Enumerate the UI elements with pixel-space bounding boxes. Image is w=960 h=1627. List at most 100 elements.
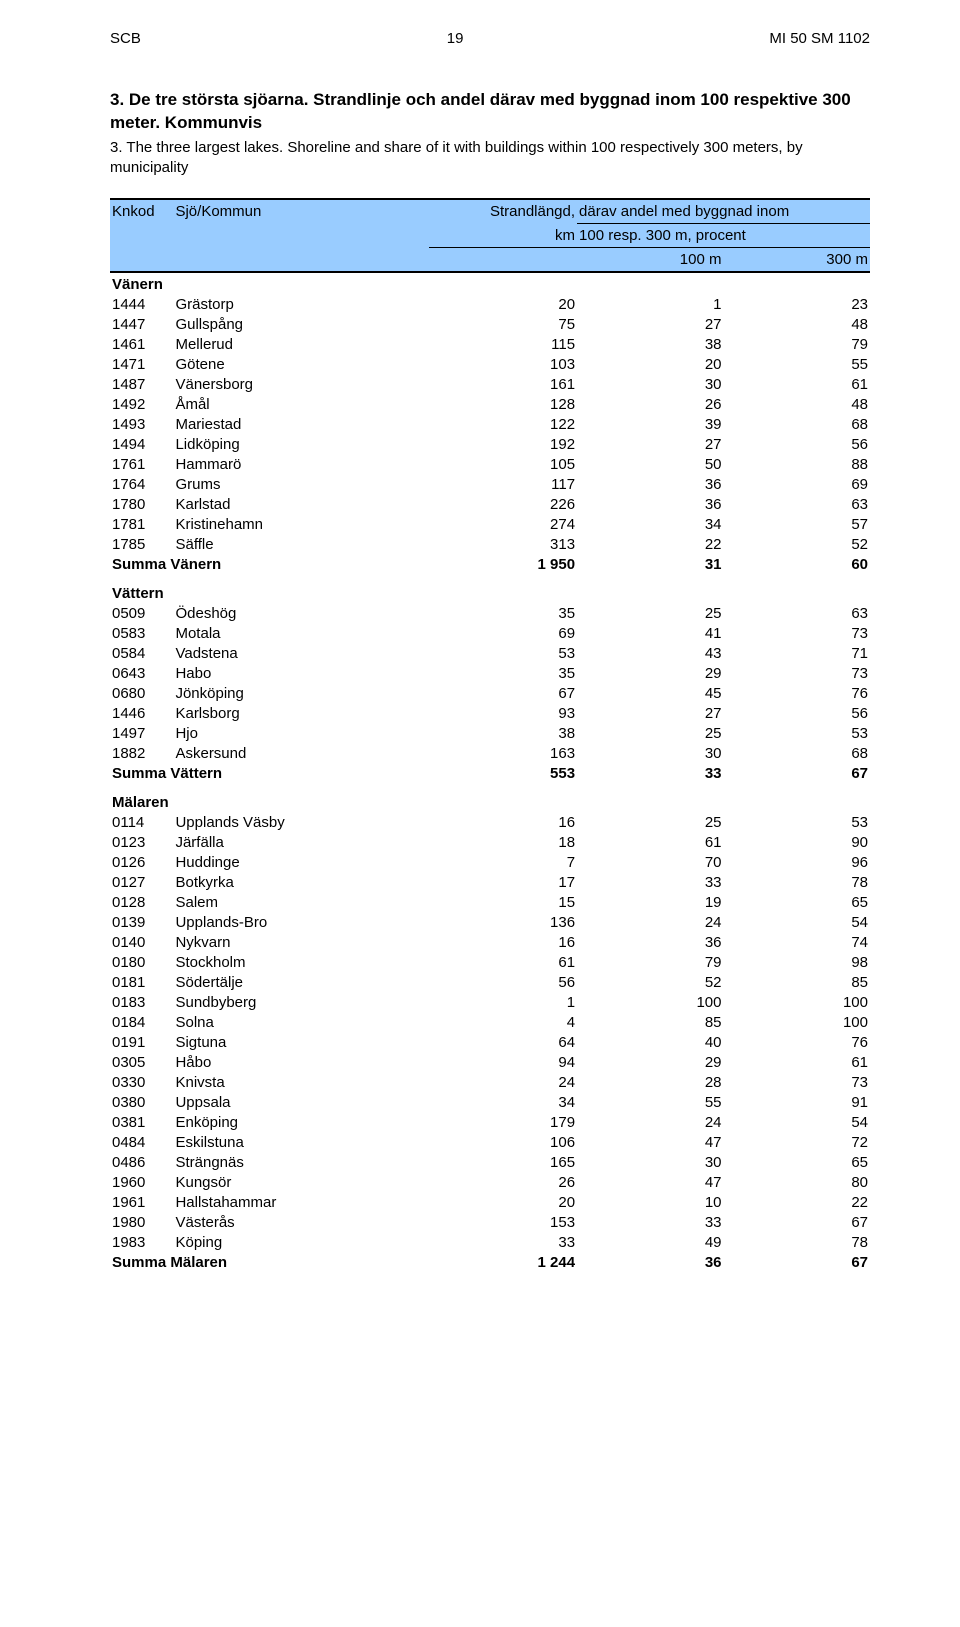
cell-kommun: Salem [173,893,428,913]
cell-300m: 91 [724,1093,871,1113]
cell-kommun: Grästorp [173,295,428,315]
cell-kommun: Lidköping [173,435,428,455]
cell-km: 163 [429,744,577,764]
cell-100m: 27 [577,435,723,455]
cell-kommun: Sigtuna [173,1033,428,1053]
subtotal-row: Summa Mälaren1 2443667 [110,1253,870,1272]
cell-km: 192 [429,435,577,455]
cell-kommun: Åmål [173,395,428,415]
cell-kommun: Ödeshög [173,604,428,624]
cell-300m: 79 [724,335,871,355]
section-name: Vänern [110,272,870,295]
cell-knkod: 0114 [110,813,173,833]
cell-knkod: 0123 [110,833,173,853]
cell-kommun: Grums [173,475,428,495]
cell-kommun: Götene [173,355,428,375]
cell-300m: 80 [724,1173,871,1193]
cell-100m: 27 [577,315,723,335]
cell-100m: 49 [577,1233,723,1253]
table-row: 1447Gullspång752748 [110,315,870,335]
page: SCB 19 MI 50 SM 1102 3. De tre största s… [0,0,960,1301]
cell-300m: 65 [724,1153,871,1173]
cell-km: 94 [429,1053,577,1073]
cell-knkod: 0381 [110,1113,173,1133]
cell-100m: 39 [577,415,723,435]
subtotal-km: 553 [429,764,577,789]
table-row: 1497Hjo382553 [110,724,870,744]
col-100m: 100 m [577,248,723,273]
table-row: 0330Knivsta242873 [110,1073,870,1093]
cell-100m: 29 [577,664,723,684]
cell-300m: 68 [724,744,871,764]
col-strandlangd-1: Strandlängd, [429,199,577,224]
cell-kommun: Karlsborg [173,704,428,724]
cell-300m: 48 [724,395,871,415]
cell-km: 64 [429,1033,577,1053]
cell-300m: 100 [724,993,871,1013]
cell-kommun: Järfälla [173,833,428,853]
cell-100m: 79 [577,953,723,973]
cell-100m: 33 [577,873,723,893]
cell-100m: 45 [577,684,723,704]
table-row: 0127Botkyrka173378 [110,873,870,893]
cell-kommun: Vadstena [173,644,428,664]
cell-km: 20 [429,1193,577,1213]
cell-kommun: Kristinehamn [173,515,428,535]
cell-km: 93 [429,704,577,724]
cell-kommun: Askersund [173,744,428,764]
cell-100m: 36 [577,495,723,515]
cell-km: 128 [429,395,577,415]
cell-knkod: 0330 [110,1073,173,1093]
cell-knkod: 0584 [110,644,173,664]
col-kommun: Sjö/Kommun [173,199,428,224]
cell-knkod: 0128 [110,893,173,913]
cell-knkod: 1446 [110,704,173,724]
cell-knkod: 1493 [110,415,173,435]
table-row: 0583Motala694173 [110,624,870,644]
cell-kommun: Habo [173,664,428,684]
cell-knkod: 0484 [110,1133,173,1153]
subtotal-row: Summa Vänern1 9503160 [110,555,870,580]
cell-kommun: Upplands Väsby [173,813,428,833]
cell-300m: 90 [724,833,871,853]
cell-300m: 54 [724,1113,871,1133]
table-body: Vänern1444Grästorp201231447Gullspång7527… [110,272,870,1271]
subtotal-300m: 67 [724,1253,871,1272]
cell-knkod: 0183 [110,993,173,1013]
cell-100m: 36 [577,475,723,495]
cell-km: 17 [429,873,577,893]
cell-100m: 25 [577,813,723,833]
cell-300m: 98 [724,953,871,973]
cell-300m: 56 [724,704,871,724]
cell-300m: 56 [724,435,871,455]
cell-kommun: Gullspång [173,315,428,335]
table-row: 0126Huddinge77096 [110,853,870,873]
cell-100m: 22 [577,535,723,555]
cell-kommun: Motala [173,624,428,644]
cell-100m: 19 [577,893,723,913]
cell-knkod: 0643 [110,664,173,684]
table-row: 0486Strängnäs1653065 [110,1153,870,1173]
table-row: 0191Sigtuna644076 [110,1033,870,1053]
cell-100m: 27 [577,704,723,724]
cell-km: 106 [429,1133,577,1153]
cell-knkod: 0181 [110,973,173,993]
cell-km: 122 [429,415,577,435]
subtotal-100m: 36 [577,1253,723,1272]
cell-kommun: Strängnäs [173,1153,428,1173]
section-name: Mälaren [110,788,870,813]
table-row: 1960Kungsör264780 [110,1173,870,1193]
cell-knkod: 0126 [110,853,173,873]
cell-km: 179 [429,1113,577,1133]
cell-km: 53 [429,644,577,664]
data-table: Knkod Sjö/Kommun Strandlängd, därav ande… [110,198,870,1271]
cell-knkod: 0139 [110,913,173,933]
cell-kommun: Eskilstuna [173,1133,428,1153]
cell-kommun: Botkyrka [173,873,428,893]
table-row: 1764Grums1173669 [110,475,870,495]
title-swedish: 3. De tre största sjöarna. Strandlinje o… [110,89,870,135]
table-row: 1983Köping334978 [110,1233,870,1253]
table-row: 0139Upplands-Bro1362454 [110,913,870,933]
table-row: 0184Solna485100 [110,1013,870,1033]
cell-kommun: Uppsala [173,1093,428,1113]
